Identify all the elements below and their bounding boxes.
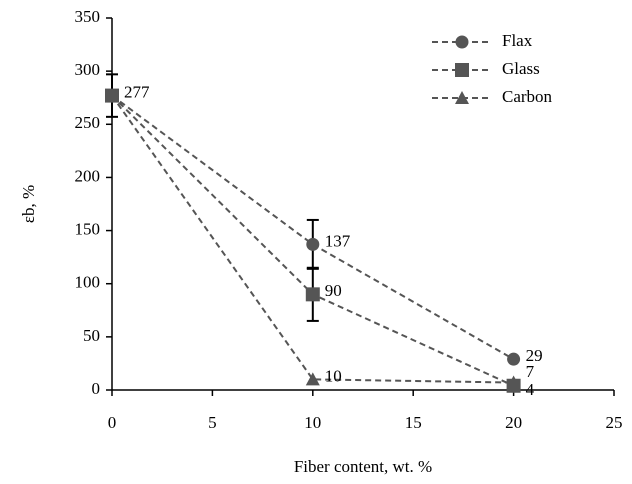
y-tick-label: 250: [75, 113, 101, 132]
x-tick-label: 20: [505, 413, 522, 432]
y-tick-label: 350: [75, 7, 101, 26]
legend-marker: [455, 63, 469, 77]
data-label: 10: [325, 366, 342, 385]
x-tick-label: 5: [208, 413, 217, 432]
y-tick-label: 0: [92, 379, 101, 398]
y-tick-label: 200: [75, 166, 101, 185]
marker: [506, 378, 521, 393]
x-axis-label: Fiber content, wt. %: [294, 457, 432, 476]
x-tick-label: 0: [108, 413, 117, 432]
marker: [305, 287, 320, 302]
marker: [305, 372, 320, 386]
y-tick-label: 100: [75, 273, 101, 292]
y-tick-label: 300: [75, 60, 101, 79]
data-label: 90: [325, 281, 342, 300]
legend-marker: [455, 91, 469, 104]
marker: [105, 89, 119, 103]
data-label: 277: [124, 82, 150, 101]
y-tick-label: 150: [75, 219, 101, 238]
marker: [507, 352, 521, 366]
legend-marker: [455, 35, 469, 49]
data-label: 7: [526, 362, 535, 381]
legend-label: Glass: [502, 59, 540, 78]
data-label: 4: [526, 380, 535, 399]
series-line: [111, 95, 514, 384]
series-line: [111, 94, 515, 361]
y-axis-label: εb, %: [19, 185, 38, 223]
legend-label: Flax: [502, 31, 533, 50]
y-tick-label: 50: [83, 326, 100, 345]
x-tick-label: 25: [606, 413, 623, 432]
data-label: 137: [325, 231, 351, 250]
data-label: 29: [526, 346, 543, 365]
legend-label: Carbon: [502, 87, 553, 106]
marker: [306, 237, 320, 251]
x-tick-label: 15: [405, 413, 422, 432]
x-tick-label: 10: [304, 413, 321, 432]
